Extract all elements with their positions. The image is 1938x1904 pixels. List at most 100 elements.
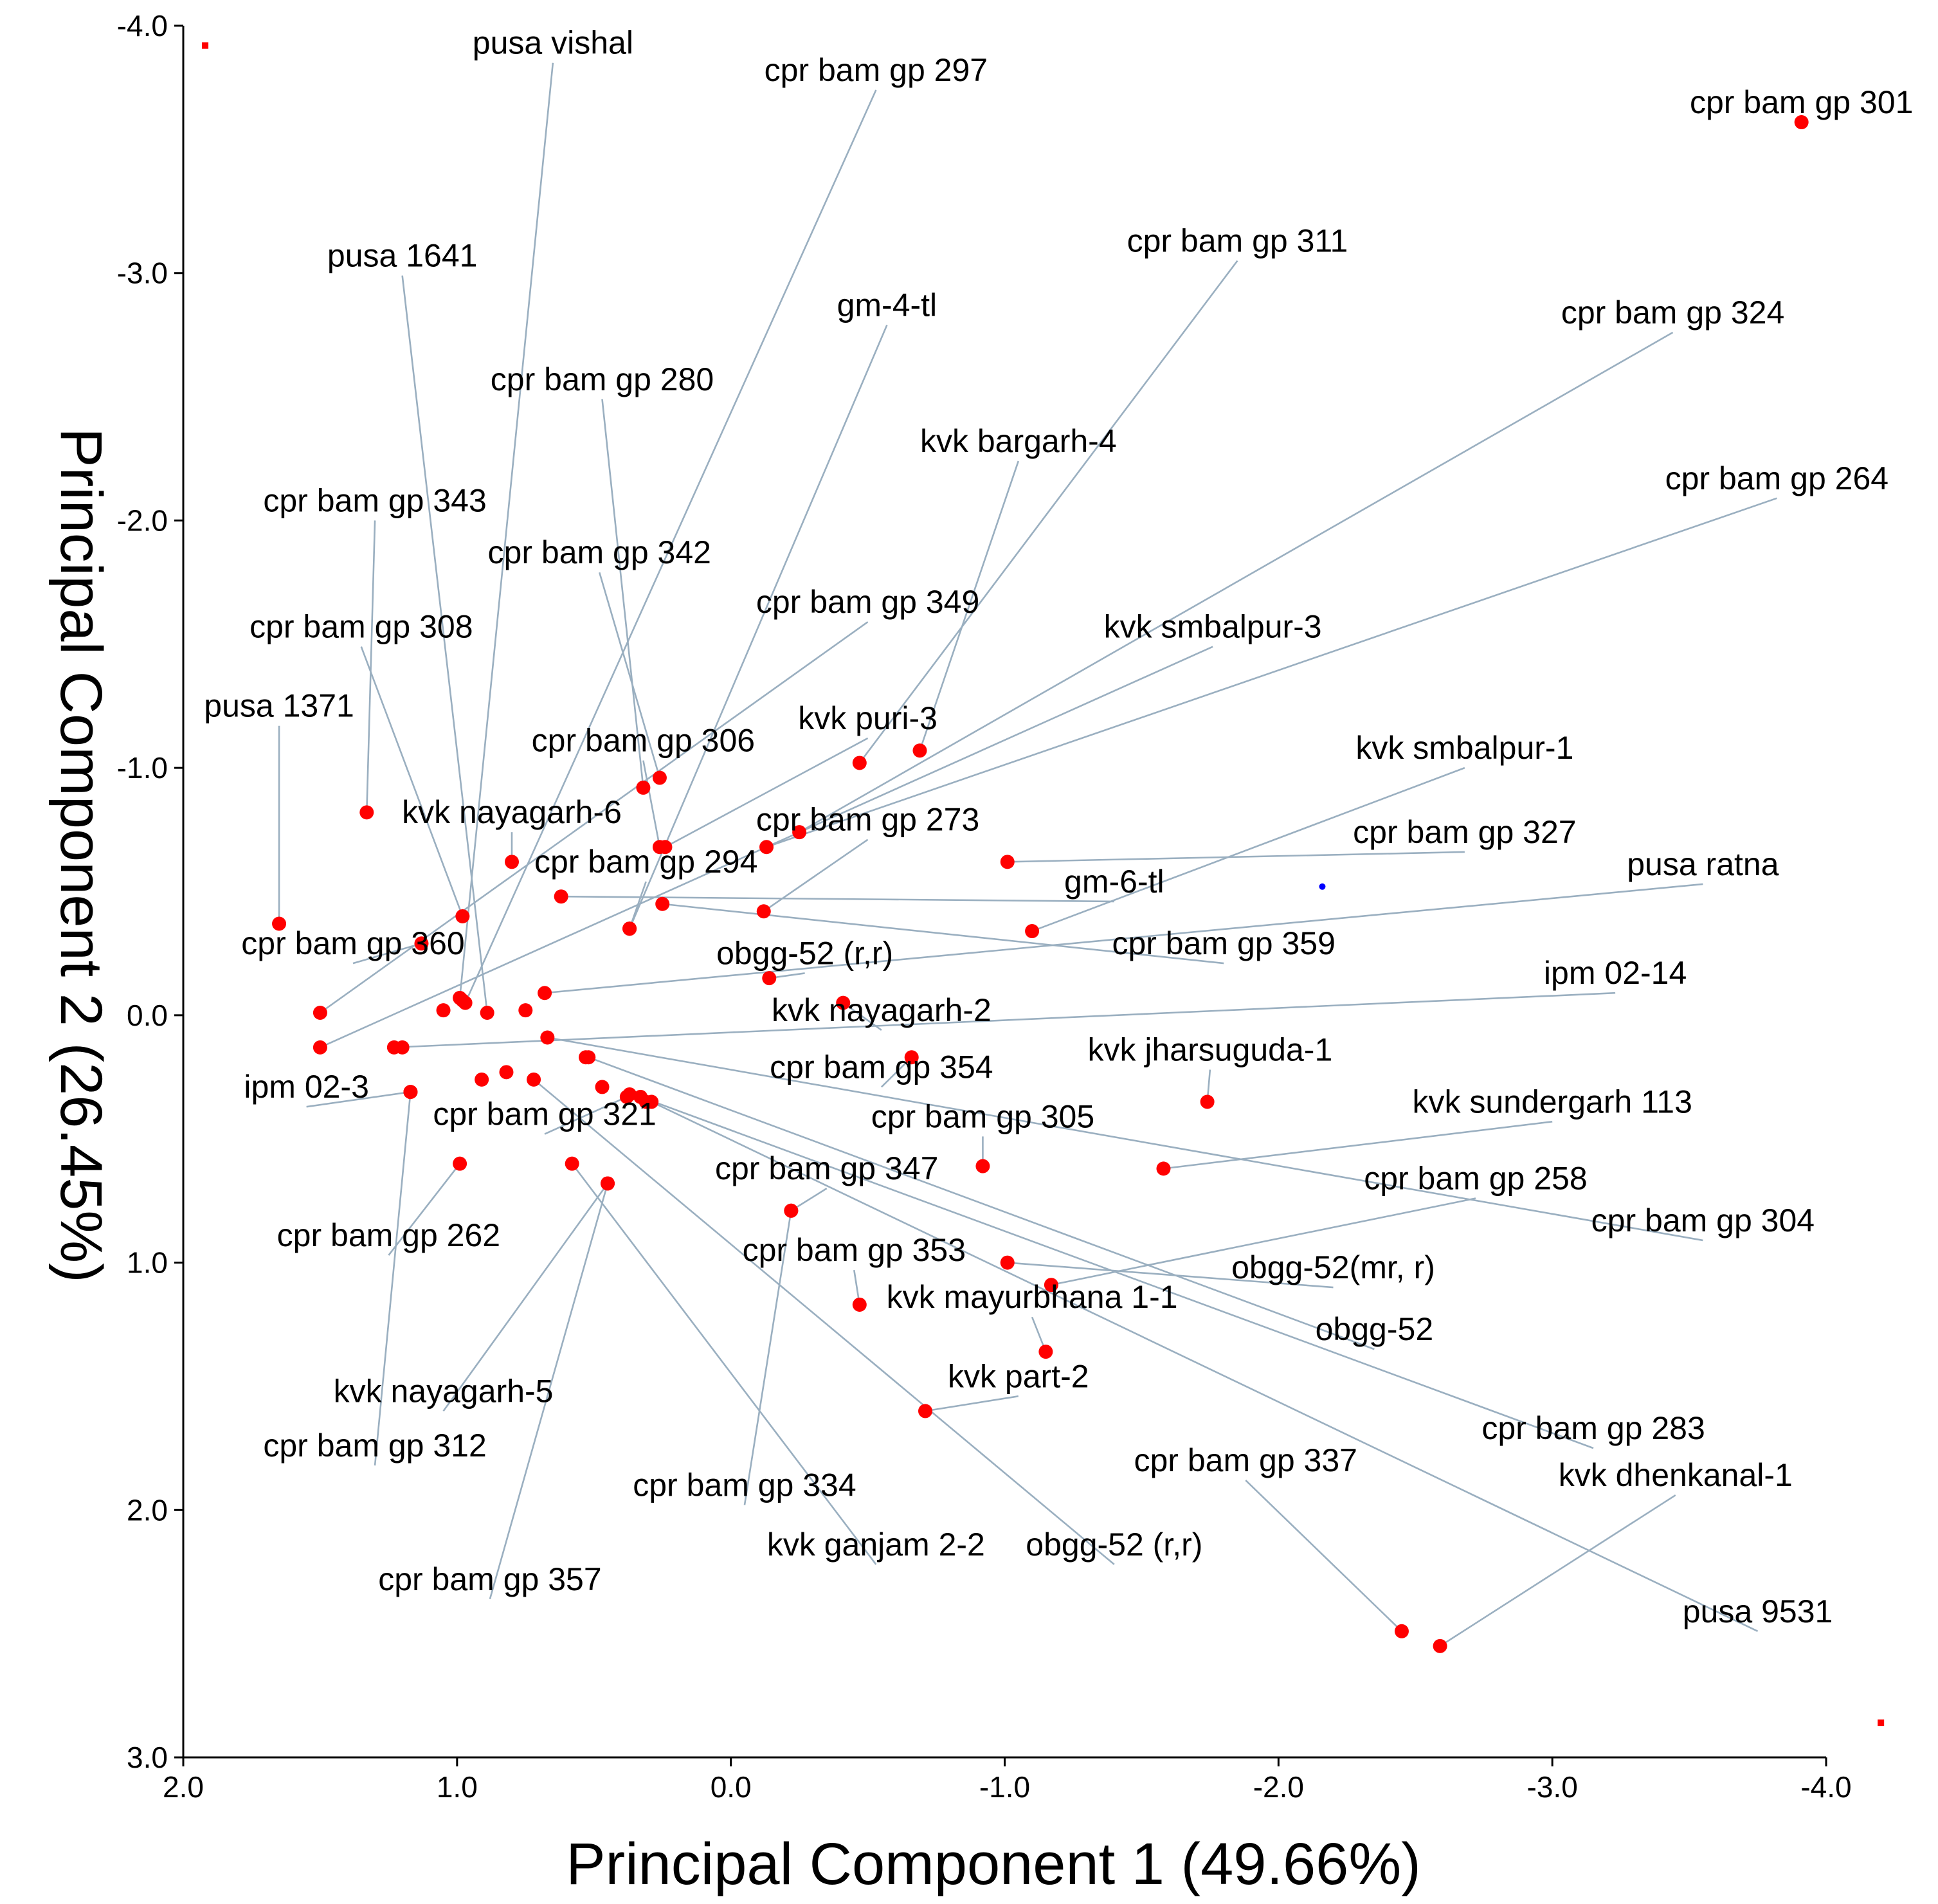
x-axis-title: Principal Component 1 (49.66%) [566,1831,1421,1897]
point-label: cpr bam gp 359 [1112,925,1335,961]
point-label: kvk part-2 [948,1358,1089,1394]
data-point [386,1040,401,1055]
x-tick-label: -3.0 [1527,1770,1578,1804]
data-point [836,995,851,1010]
leader-line [925,1395,1019,1412]
leader-line [664,737,869,848]
point-label: cpr bam gp 327 [1353,814,1576,850]
corner-marker [202,42,209,49]
data-point [505,855,519,869]
point-label: cpr bam gp 311 [1127,222,1348,258]
data-point [480,1006,494,1020]
data-point [453,1156,467,1171]
leader-line [628,881,647,929]
data-point [1156,1161,1171,1176]
point-label: ipm 02-14 [1544,955,1687,991]
leader-line [651,1101,1759,1632]
data-point [636,780,651,795]
x-tick-label: -1.0 [979,1770,1030,1804]
point-labels: pusa vishal cpr bam gp 297 cpr bam gp 301 p… [204,25,1913,1629]
leader-line [388,1163,461,1256]
x-tick-label: -2.0 [1253,1770,1304,1804]
point-label: gm-6-tl [1064,864,1164,900]
point-label: cpr bam gp 360 [241,925,464,961]
leader-line [858,260,1238,764]
y-tick-label: -2.0 [117,503,168,537]
x-tick-label: 2.0 [163,1770,204,1804]
leader-line [401,275,488,1013]
data-point [595,1080,610,1094]
data-point [1038,1345,1053,1359]
y-axis-ticks: -4.0 -3.0 -2.0 -1.0 0.0 1.0 2.0 3.0 [117,9,183,1774]
data-point [633,1089,648,1104]
leader-line [1031,766,1465,932]
leader-line [628,324,888,929]
point-label: cpr bam gp 297 [765,52,988,88]
y-tick-label: -4.0 [117,9,168,42]
leader-line [374,1091,412,1466]
point-label: cpr bam gp 357 [378,1561,601,1597]
data-point [759,840,774,855]
point-label: kvk nayagarh-5 [334,1373,554,1409]
leader-line [642,760,661,848]
leader-line [1051,1197,1476,1286]
point-label: pusa ratna [1627,846,1779,882]
y-tick-label: 2.0 [127,1493,168,1527]
point-label: kvk nayagarh-2 [772,992,992,1028]
data-point [655,896,670,911]
y-tick-label: 1.0 [127,1246,168,1280]
point-label: cpr bam gp 349 [756,584,979,620]
leader-line [1007,851,1465,863]
data-points [272,115,1809,1653]
leader-line [366,520,376,813]
point-label: kvk smbalpur-3 [1104,609,1322,645]
data-point [272,916,287,931]
y-tick-label: 0.0 [127,999,168,1032]
leader-line [544,883,1703,994]
leader-line [601,399,644,788]
leader-line [320,621,869,1014]
data-point [852,756,867,770]
point-label: cpr bam gp 308 [249,609,473,645]
data-point [652,840,667,855]
data-point [540,1030,555,1045]
point-label: cpr bam gp 321 [433,1096,656,1132]
data-point [1000,855,1015,869]
data-point [518,1003,533,1018]
point-label: cpr bam gp 280 [491,361,714,397]
x-tick-label: 0.0 [711,1770,752,1804]
point-label: kvk jharsuguda-1 [1087,1031,1332,1067]
centroid-point [1319,883,1326,890]
data-point [436,1003,451,1018]
point-label: obgg-52 [1316,1311,1434,1347]
leader-line [360,646,464,917]
leader-line [919,460,1020,751]
leader-line [799,331,1674,833]
leader-line [588,1056,1375,1350]
point-label: cpr bam gp 334 [633,1467,856,1503]
corner-marker [1878,1719,1885,1727]
data-point [644,1094,659,1109]
point-label: obgg-52(mr, r) [1231,1249,1435,1285]
data-point [455,909,470,923]
point-label: pusa 9531 [1683,1593,1833,1629]
point-label: cpr bam gp 337 [1134,1442,1357,1478]
data-point [784,1203,799,1218]
data-point [852,1297,867,1312]
y-tick-label: 3.0 [127,1741,168,1774]
point-label: obgg-52 (r,r) [1026,1527,1202,1563]
point-label: cpr bam gp 264 [1665,460,1888,496]
data-point [1000,1255,1015,1270]
data-point [619,1089,634,1104]
point-label: kvk ganjam 2-2 [767,1527,985,1563]
point-label: cpr bam gp 262 [277,1217,500,1253]
point-label: pusa 1641 [327,238,478,274]
data-point [792,825,807,840]
point-label: kvk dhenkanal-1 [1559,1457,1793,1493]
leader-line [1007,1262,1334,1289]
data-point [359,805,374,820]
point-label: cpr bam gp 304 [1591,1202,1815,1238]
leader-line [458,62,554,999]
point-label: pusa vishal [473,25,633,61]
point-label: cpr bam gp 324 [1561,295,1784,331]
